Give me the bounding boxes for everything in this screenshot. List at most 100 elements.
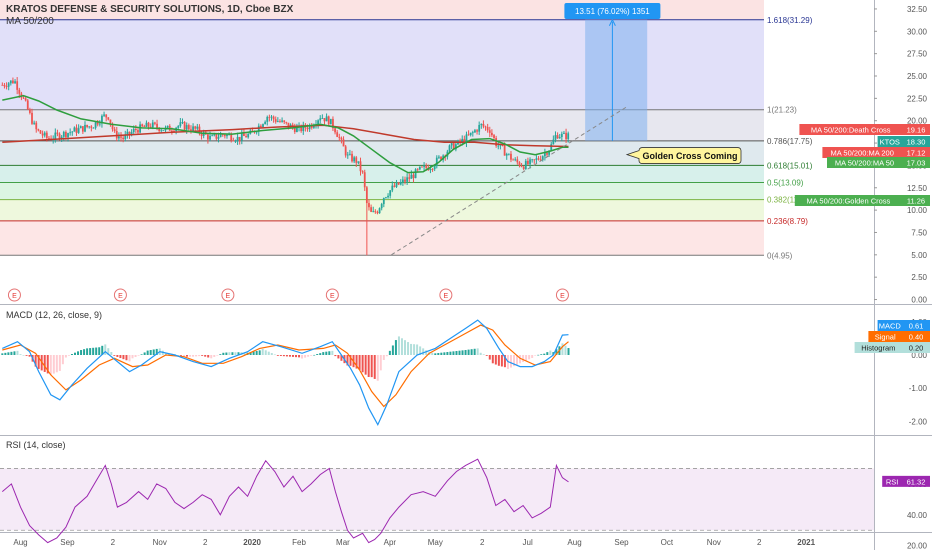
earnings-marker-label: E <box>118 293 123 300</box>
macd-histogram-bar <box>216 355 219 356</box>
candle-body <box>397 182 400 185</box>
candle-body <box>156 123 158 128</box>
macd-histogram-bar <box>213 355 216 357</box>
macd-histogram-bar <box>46 355 49 374</box>
price-tag-name: MA 50/200:Golden Cross <box>807 197 891 206</box>
macd-histogram-bar <box>467 349 470 355</box>
earnings-marker[interactable] <box>325 288 339 302</box>
earnings-marker[interactable] <box>439 288 453 302</box>
candle-body <box>281 120 283 122</box>
candle-body <box>84 124 86 132</box>
candle-body <box>90 126 93 128</box>
price-tag[interactable]: MA 50/200:MA 200 17.12 <box>822 147 930 158</box>
candle-body <box>488 130 491 133</box>
macd-histogram-bar <box>264 350 267 355</box>
time-axis-label: Apr <box>384 538 397 547</box>
candle-body <box>211 135 214 137</box>
macd-tag-name-box <box>868 331 902 342</box>
earnings-marker[interactable] <box>113 288 127 302</box>
candle-body <box>452 143 455 150</box>
candle-body <box>259 125 262 128</box>
candle-body <box>359 161 362 172</box>
earnings-marker-label: E <box>226 293 231 300</box>
macd-histogram-bar <box>546 352 549 355</box>
indicator-label: MA 50/200 <box>6 16 54 27</box>
candle-body <box>236 136 239 142</box>
candle-body <box>410 174 413 179</box>
candle-body <box>484 126 487 128</box>
ma200-line <box>2 124 569 148</box>
macd-histogram-bar <box>531 355 534 358</box>
candle-body <box>404 179 406 182</box>
candle-body <box>245 136 247 138</box>
candle-body <box>346 154 349 156</box>
rsi-tag[interactable]: RSI 61.32 <box>882 475 930 487</box>
macd-histogram-bar <box>273 354 276 356</box>
candle-body <box>31 112 33 124</box>
candle-body <box>149 126 152 128</box>
candle-body <box>535 158 538 160</box>
macd-tag[interactable]: MACD 0.61 <box>877 320 930 331</box>
price-tag-name-box <box>799 124 902 135</box>
price-axis-label: 32.50 <box>907 5 928 14</box>
candle-body <box>113 129 116 131</box>
macd-histogram-bar <box>164 353 167 355</box>
price-tag-name: KTOS <box>880 138 900 147</box>
candle-body <box>79 126 82 129</box>
candle-body <box>56 132 59 134</box>
candle-body <box>378 208 381 214</box>
price-tag[interactable]: KTOS 18.30 <box>877 136 930 147</box>
time-axis-label: 2 <box>757 538 762 547</box>
candle-body <box>28 109 31 113</box>
candle-body <box>73 127 76 132</box>
macd-histogram-bar <box>95 347 98 355</box>
macd-histogram-bar <box>476 348 479 355</box>
candle-body <box>514 159 517 161</box>
candle-body <box>556 135 559 139</box>
candle-body <box>518 162 521 166</box>
candle-body <box>33 122 36 124</box>
price-tag[interactable]: MA 50/200:MA 50 17.03 <box>827 157 930 168</box>
price-axis-label: 20.00 <box>907 117 928 126</box>
candle-body <box>128 131 131 135</box>
candle-body <box>283 120 286 122</box>
candle-body <box>24 98 27 101</box>
macd-histogram-bar <box>452 351 455 355</box>
macd-tag-value: 0.40 <box>909 333 924 342</box>
candle-body <box>546 152 548 155</box>
candle-body <box>463 138 466 143</box>
candle-body <box>332 118 334 129</box>
price-tag-value: 17.12 <box>907 149 926 158</box>
earnings-marker[interactable] <box>555 288 569 302</box>
candle-body <box>130 132 133 135</box>
candle-body <box>173 130 175 132</box>
macd-histogram-bar <box>361 355 364 373</box>
candle-body <box>234 141 237 142</box>
macd-tag[interactable]: Histogram 0.20 <box>854 342 930 353</box>
candle-body <box>370 207 372 212</box>
candle-body <box>132 128 135 133</box>
price-tag[interactable]: MA 50/200:Golden Cross 11.26 <box>794 195 930 206</box>
candle-body <box>179 122 182 127</box>
earnings-marker[interactable] <box>7 288 21 302</box>
candle-body <box>1 84 4 86</box>
time-axis-label: Oct <box>661 538 674 547</box>
macd-histogram-bar <box>134 355 137 357</box>
price-tag-name: MA 50/200:MA 50 <box>835 159 894 168</box>
macd-histogram-bar <box>367 355 370 377</box>
candle-body <box>166 125 169 128</box>
candle-body <box>255 131 258 133</box>
earnings-marker[interactable] <box>221 288 235 302</box>
price-tag[interactable]: MA 50/200:Death Cross 19.16 <box>799 124 930 135</box>
macd-histogram-bar <box>519 355 522 364</box>
macd-histogram-bar <box>279 355 282 356</box>
candle-body <box>120 136 122 138</box>
candle-body <box>389 190 392 196</box>
candle-body <box>101 115 103 124</box>
price-tag-name-box <box>794 195 902 206</box>
macd-tag[interactable]: Signal 0.40 <box>868 331 930 342</box>
candle-body <box>567 133 570 140</box>
candle-body <box>312 125 315 128</box>
candle-body <box>418 166 421 170</box>
